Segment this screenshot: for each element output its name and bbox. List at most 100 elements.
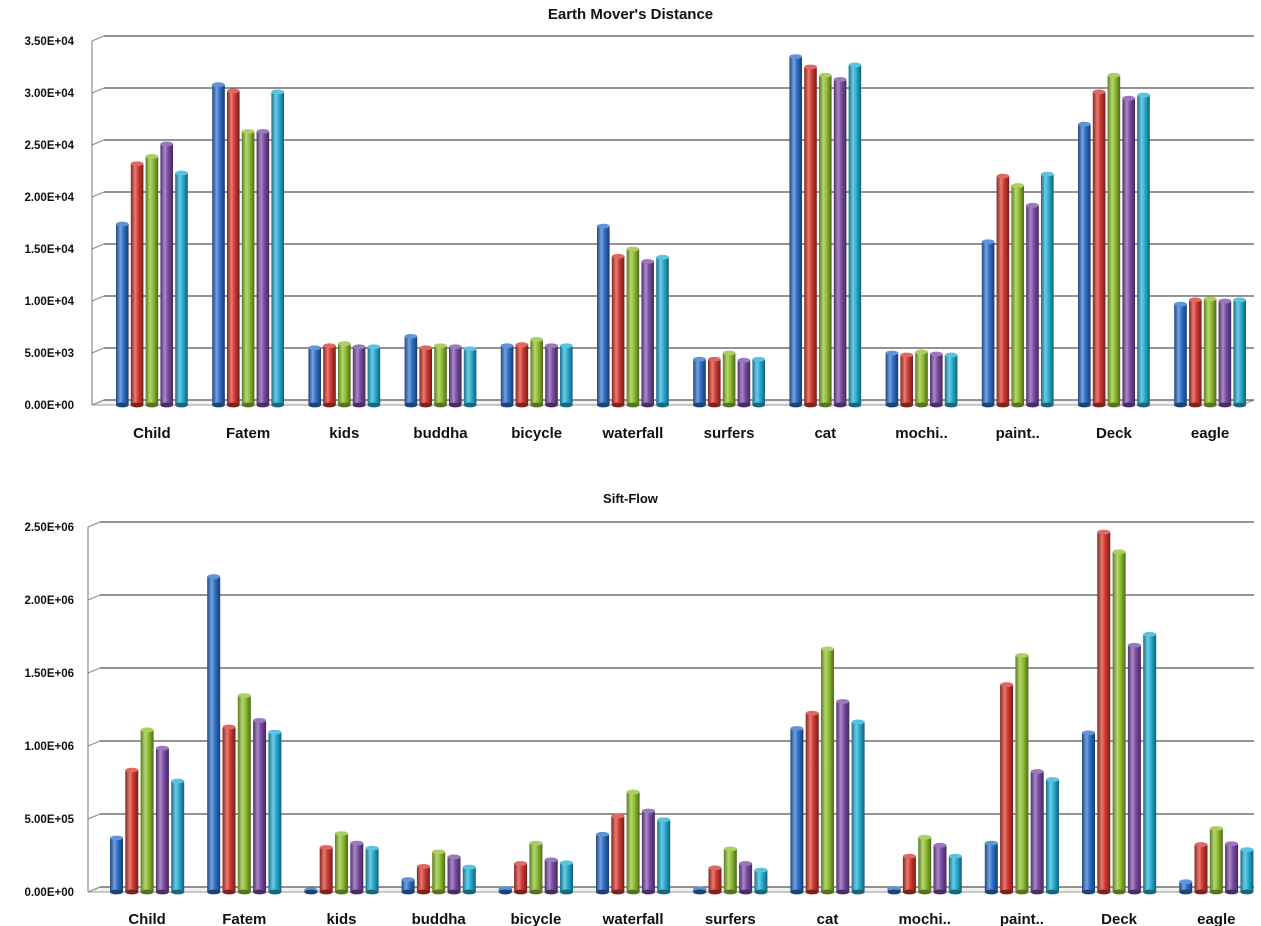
bar (918, 835, 931, 895)
x-tick-label: surfers (704, 425, 755, 442)
gridline (88, 741, 100, 746)
bar (1137, 93, 1150, 408)
y-tick-label: 1.00E+06 (24, 741, 74, 753)
y-tick-label: 2.50E+04 (24, 140, 74, 152)
bar (1189, 298, 1202, 408)
x-tick-label: Deck (1101, 911, 1138, 926)
x-tick-label: mochi.. (898, 911, 951, 926)
bar (752, 357, 765, 408)
bar (545, 857, 558, 894)
bar (849, 63, 862, 408)
bar (915, 350, 928, 408)
bar (304, 887, 317, 894)
bar (175, 171, 188, 408)
bar (560, 343, 573, 407)
bar (131, 161, 144, 407)
bar (806, 711, 819, 895)
bar (597, 224, 610, 408)
bar (1233, 298, 1246, 408)
x-tick-label: bicycle (510, 911, 561, 926)
bar (1219, 299, 1232, 408)
x-tick-label: buddha (413, 425, 468, 442)
bar (657, 817, 670, 894)
bar (1113, 549, 1126, 894)
gridline (92, 244, 104, 249)
bar (499, 886, 512, 894)
bar (320, 845, 333, 894)
gridline (92, 88, 104, 93)
x-tick-label: mochi.. (895, 425, 948, 442)
bar (419, 345, 432, 407)
bar (1122, 96, 1135, 408)
bar (1093, 90, 1106, 408)
bar (1031, 769, 1044, 894)
bar (1046, 777, 1059, 894)
x-tick-label: cat (814, 425, 836, 442)
chart-plot-area: 0.00E+00 5.00E+05 1.00E+06 1.50E+06 2.00E+06… (0, 480, 1261, 926)
x-tick-label: Fatem (222, 911, 266, 926)
bar (110, 836, 123, 895)
gridline (92, 348, 104, 353)
y-tick-label: 3.00E+04 (24, 88, 74, 100)
bar (821, 647, 834, 895)
bar (530, 337, 543, 407)
bar (402, 877, 415, 894)
bar (146, 154, 159, 407)
bar (1082, 730, 1095, 894)
bar (253, 718, 266, 894)
bar (501, 343, 514, 407)
bar (1041, 172, 1054, 408)
bar (350, 841, 363, 895)
gridline (88, 814, 100, 819)
y-tick-label: 5.00E+05 (24, 814, 74, 826)
bar (448, 855, 461, 895)
x-tick-label: waterfall (602, 911, 664, 926)
bar (116, 222, 129, 408)
bar (353, 344, 366, 407)
bar (886, 351, 899, 408)
x-tick-label: eagle (1191, 425, 1229, 442)
bar (949, 854, 962, 895)
bar (1204, 297, 1217, 408)
bar (1000, 682, 1013, 894)
bar (212, 82, 225, 407)
bar (432, 849, 445, 894)
x-tick-label: surfers (705, 911, 756, 926)
x-tick-label: paint.. (1000, 911, 1044, 926)
bar (834, 77, 847, 407)
bar (656, 255, 669, 407)
bar (366, 846, 379, 895)
bar (417, 864, 430, 894)
bar (434, 343, 447, 407)
bar (529, 841, 542, 895)
bar (1210, 826, 1223, 894)
bar (945, 353, 958, 408)
bar (708, 357, 721, 408)
gridline (92, 192, 104, 197)
bar (464, 346, 477, 407)
bar (449, 344, 462, 407)
bar (930, 352, 943, 408)
bar (1174, 302, 1187, 408)
y-tick-label: 0.00E+00 (24, 887, 74, 899)
bar (1225, 841, 1238, 894)
bar (1097, 530, 1110, 895)
bar (514, 861, 527, 894)
y-tick-label: 1.50E+06 (24, 668, 74, 680)
x-tick-label: Child (128, 911, 166, 926)
bar (611, 814, 624, 895)
gridline (88, 595, 100, 600)
bar (545, 343, 558, 407)
bar (242, 129, 255, 407)
bar (463, 865, 476, 895)
bar (852, 720, 865, 895)
bar (516, 342, 529, 407)
gridline (92, 36, 104, 41)
bar (1011, 183, 1024, 407)
bar (1240, 847, 1253, 894)
chart-plot-area: 0.00E+005.00E+031.00E+041.50E+042.00E+04… (0, 0, 1261, 460)
x-tick-label: buddha (412, 911, 467, 926)
bar (888, 886, 901, 894)
bar (693, 887, 706, 895)
bar (900, 353, 913, 408)
